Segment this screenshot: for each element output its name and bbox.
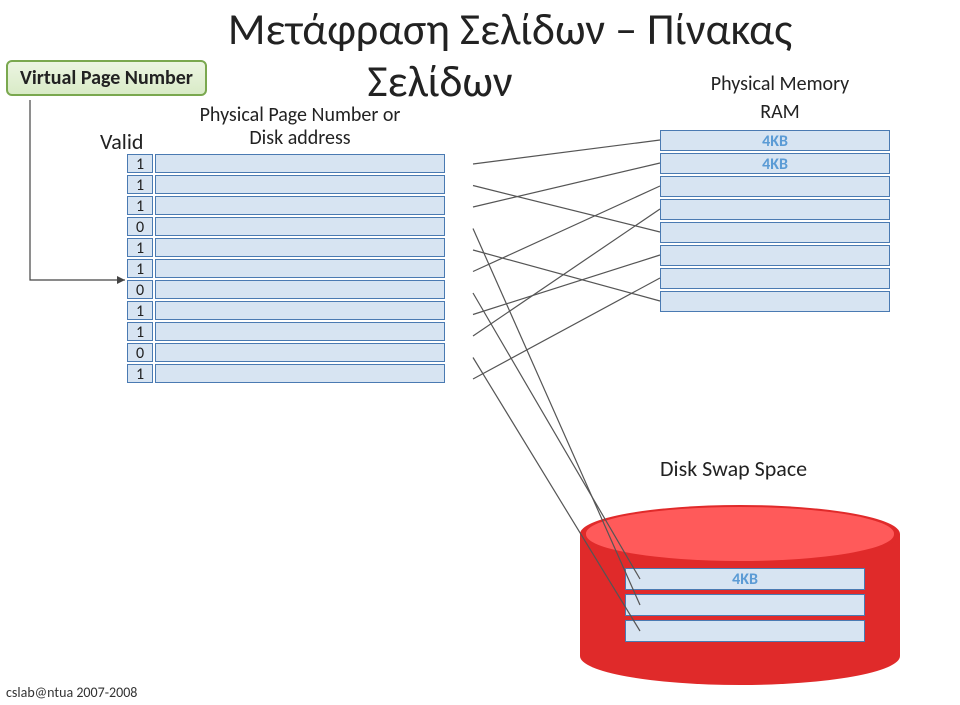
page-table-row: 0 [127,217,445,236]
ram-frame [660,222,890,243]
page-table: 1 1 1 0 1 1 0 1 1 0 1 [127,154,445,385]
pfn-cell [155,196,445,215]
pfn-cell [155,154,445,173]
valid-bit: 1 [127,196,153,215]
pfn-cell [155,280,445,299]
page-table-row: 1 [127,238,445,257]
ram-frame [660,245,890,266]
ram-frame: 4KB [660,153,890,174]
diagram-stage: Μετάφραση Σελίδων – Πίνακας Σελίδων Virt… [0,0,960,705]
pfn-cell [155,343,445,362]
ram-frame [660,268,890,289]
ram-frame [660,199,890,220]
ram-frame [660,291,890,312]
ram-frame [660,176,890,197]
page-table-row: 1 [127,322,445,341]
pfn-cell [155,217,445,236]
valid-bit: 1 [127,175,153,194]
footer-credit: cslab@ntua 2007-2008 [6,684,137,701]
disk-swap-space-label: Disk Swap Space [660,455,807,482]
disk-page-slot: 4KB [625,568,865,590]
page-table-row: 1 [127,301,445,320]
ram-frames: 4KB4KB [660,130,890,314]
pfn-cell [155,175,445,194]
pfn-cell [155,238,445,257]
page-table-row: 1 [127,259,445,278]
valid-bit: 1 [127,322,153,341]
valid-bit: 1 [127,154,153,173]
valid-column-header: Valid [100,128,143,155]
page-table-row: 1 [127,364,445,383]
title-line2: Σελίδων [260,54,620,108]
pfn-cell [155,259,445,278]
ppn-header-line2: Disk address [249,126,350,150]
page-table-row: 1 [127,175,445,194]
disk-page-slot [625,620,865,642]
valid-bit: 1 [127,238,153,257]
valid-bit: 0 [127,280,153,299]
title-line1: Μετάφραση Σελίδων – Πίνακας [120,2,900,56]
valid-bit: 1 [127,364,153,383]
disk-cylinder: 4KB [580,505,900,685]
virtual-page-number-badge: Virtual Page Number [6,60,207,96]
valid-bit: 0 [127,343,153,362]
valid-bit: 0 [127,217,153,236]
ram-frame: 4KB [660,130,890,151]
pfn-cell [155,322,445,341]
page-table-row: 0 [127,280,445,299]
physical-memory-label: Physical Memory [680,72,880,96]
valid-bit: 1 [127,301,153,320]
page-table-row: 1 [127,196,445,215]
page-table-row: 1 [127,154,445,173]
ppn-header-line1: Physical Page Number or [200,103,401,127]
ppn-column-header: Physical Page Number or Disk address [170,104,430,150]
pfn-cell [155,364,445,383]
pfn-cell [155,301,445,320]
ram-label: RAM [680,100,880,124]
valid-bit: 1 [127,259,153,278]
disk-page-slot [625,594,865,616]
page-table-row: 0 [127,343,445,362]
